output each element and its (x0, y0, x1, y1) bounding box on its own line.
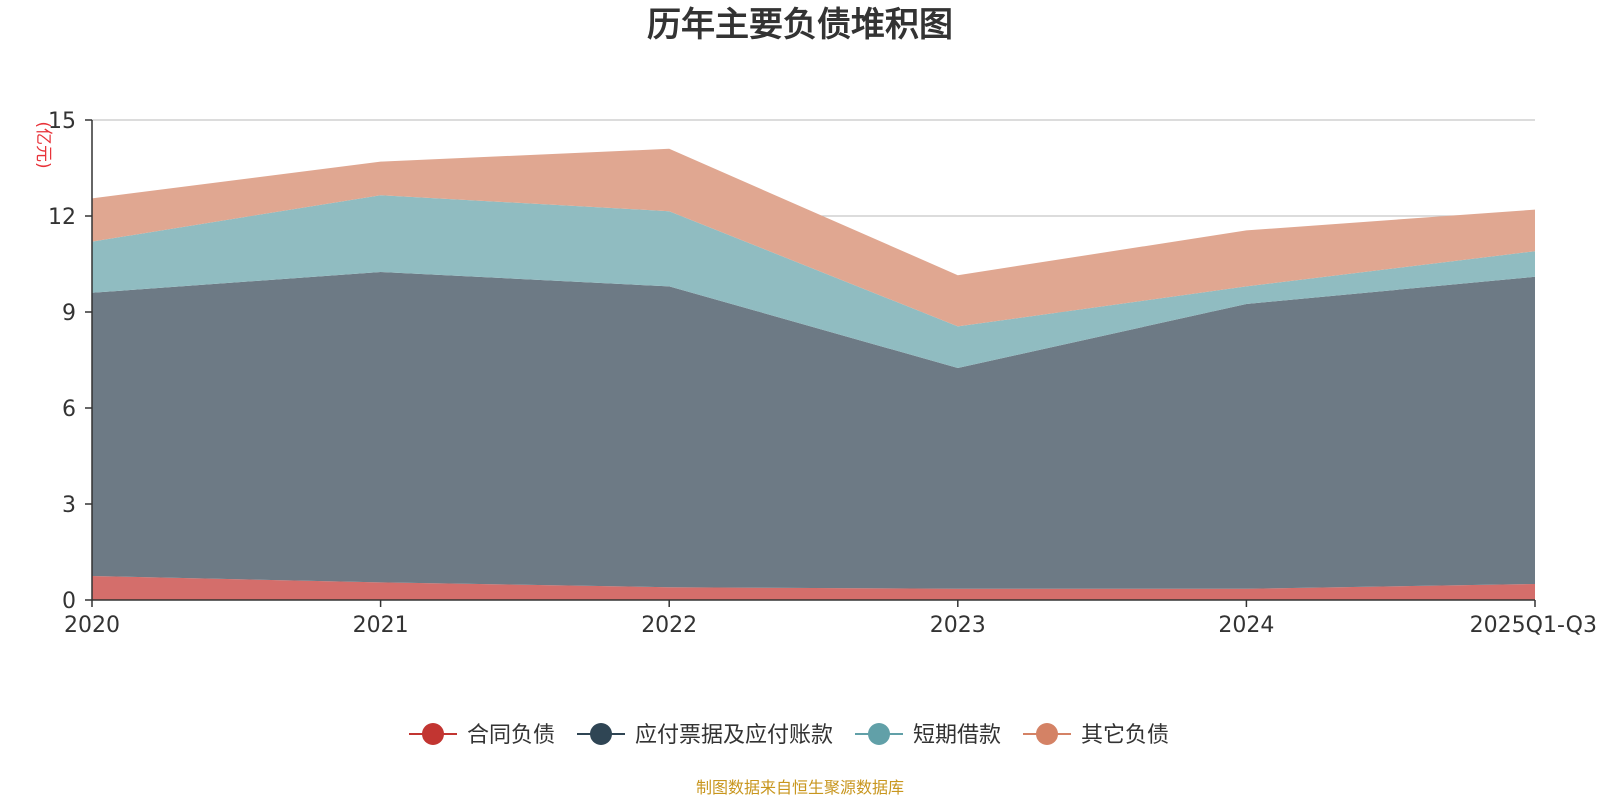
x-tick-label: 2021 (353, 613, 409, 638)
y-tick-label: 12 (48, 205, 76, 230)
x-tick-label: 2025Q1-Q3 (1470, 613, 1597, 638)
legend-item-1[interactable]: 合同负债 (409, 723, 555, 748)
chart-title: 历年主要负债堆积图 (647, 5, 953, 45)
y-tick-label: 0 (62, 589, 76, 614)
axes: 0 3 6 9 12 15 2020 2021 2022 2023 2024 2025Q1-Q3 (48, 109, 1597, 638)
legend-item-3[interactable]: 短期借款 (855, 723, 1001, 748)
legend-marker (422, 723, 444, 745)
x-tick-label: 2024 (1218, 613, 1274, 638)
legend-marker (590, 723, 612, 745)
area-series-4 (92, 148, 1535, 327)
area-series-3 (92, 195, 1535, 368)
legend-label: 其它负债 (1081, 723, 1169, 748)
legend-item-2[interactable]: 应付票据及应付账款 (577, 723, 833, 748)
data-source-note: 制图数据来自恒生聚源数据库 (696, 778, 904, 797)
legend-label: 应付票据及应付账款 (635, 723, 833, 748)
x-tick-label: 2023 (930, 613, 986, 638)
legend-marker (1036, 723, 1058, 745)
legend[interactable]: 合同负债 应付票据及应付账款 短期借款 其它负债 (409, 723, 1169, 748)
legend-label: 合同负债 (467, 723, 555, 748)
area-series-2 (92, 272, 1535, 589)
y-tick-label: 15 (48, 109, 76, 134)
x-tick-label: 2022 (641, 613, 697, 638)
y-tick-label: 6 (62, 397, 76, 422)
legend-label: 短期借款 (913, 723, 1001, 748)
y-axis-unit-label: (亿元) (33, 121, 53, 168)
legend-marker (868, 723, 890, 745)
y-tick-label: 9 (62, 301, 76, 326)
x-tick-label: 2020 (64, 613, 120, 638)
area-series-group (92, 148, 1535, 600)
y-tick-label: 3 (62, 493, 76, 518)
legend-item-4[interactable]: 其它负债 (1023, 723, 1169, 748)
